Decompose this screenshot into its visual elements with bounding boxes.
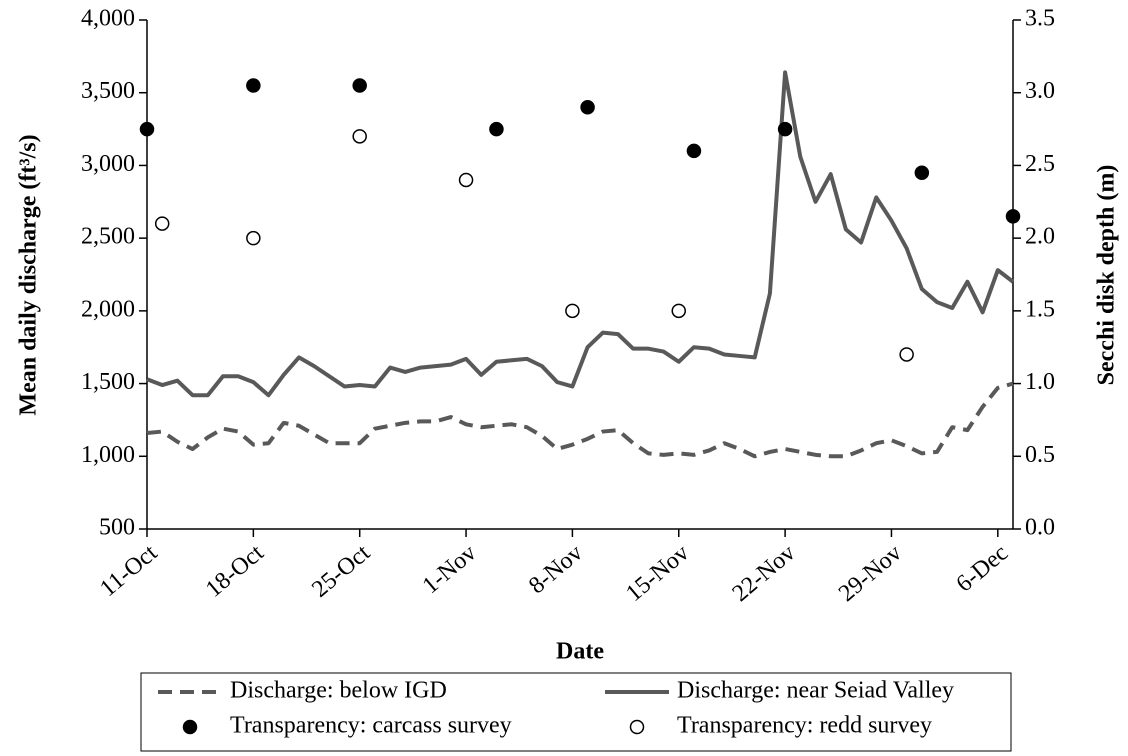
y-tick-label: 3,000 — [81, 151, 135, 177]
marker — [352, 129, 367, 144]
y2-tick-label: 3.0 — [1025, 78, 1055, 104]
marker — [777, 121, 793, 137]
line-series — [146, 381, 1014, 459]
x-tick-label: 1-Nov — [418, 540, 482, 599]
marker — [458, 172, 474, 188]
marker — [899, 347, 914, 362]
y2-tick-label: 2.0 — [1025, 224, 1055, 250]
y-tick-label: 3,500 — [81, 78, 135, 104]
marker — [1005, 209, 1021, 224]
marker — [489, 121, 504, 137]
marker — [352, 78, 367, 93]
x-tick-label: 15-Nov — [621, 540, 694, 607]
y2-axis-title: Secchi disk depth (m) — [1094, 165, 1120, 386]
y-tick-label: 1,500 — [81, 369, 135, 395]
x-tick-label: 11-Oct — [95, 540, 162, 602]
y2-tick-label: 2.5 — [1025, 151, 1055, 177]
x-tick-label: 8-Nov — [524, 540, 588, 599]
y-tick-label: 2,500 — [81, 224, 135, 250]
y2-tick-label: 0.0 — [1025, 515, 1055, 541]
x-tick-label: 25-Oct — [307, 540, 375, 603]
legend-label: Transparency: redd survey — [677, 713, 932, 739]
marker — [686, 143, 702, 159]
x-tick-label: 29-Nov — [834, 540, 907, 607]
legend-swatch — [629, 719, 645, 735]
marker — [154, 216, 170, 231]
legend-swatch — [182, 719, 198, 735]
marker — [246, 78, 261, 93]
legend-label: Transparency: carcass survey — [230, 713, 512, 739]
x-tick-label: 22-Nov — [728, 540, 801, 607]
y2-tick-label: 1.5 — [1025, 296, 1055, 322]
x-tick-label: 18-Oct — [201, 540, 269, 603]
y-tick-label: 4,000 — [81, 6, 135, 32]
marker — [565, 303, 580, 319]
y-tick-label: 1,000 — [81, 442, 135, 468]
y2-tick-label: 1.0 — [1025, 369, 1055, 395]
x-tick-label: 6-Dec — [952, 540, 1014, 598]
marker — [139, 121, 155, 137]
marker — [580, 100, 595, 115]
line-series — [146, 70, 1015, 398]
marker — [671, 303, 687, 319]
x-axis-title: Date — [556, 639, 604, 665]
y2-tick-label: 0.5 — [1025, 442, 1055, 468]
y2-tick-label: 3.5 — [1025, 6, 1055, 32]
y-axis-title: Mean daily discharge (ft³/s) — [16, 134, 42, 415]
legend-label: Discharge: below IGD — [230, 678, 447, 704]
marker — [914, 165, 930, 180]
y-tick-label: 500 — [99, 515, 135, 541]
marker — [246, 230, 261, 246]
legend-box — [140, 672, 1012, 752]
legend-label: Discharge: near Seiad Valley — [677, 678, 954, 704]
y-tick-label: 2,000 — [81, 296, 135, 322]
